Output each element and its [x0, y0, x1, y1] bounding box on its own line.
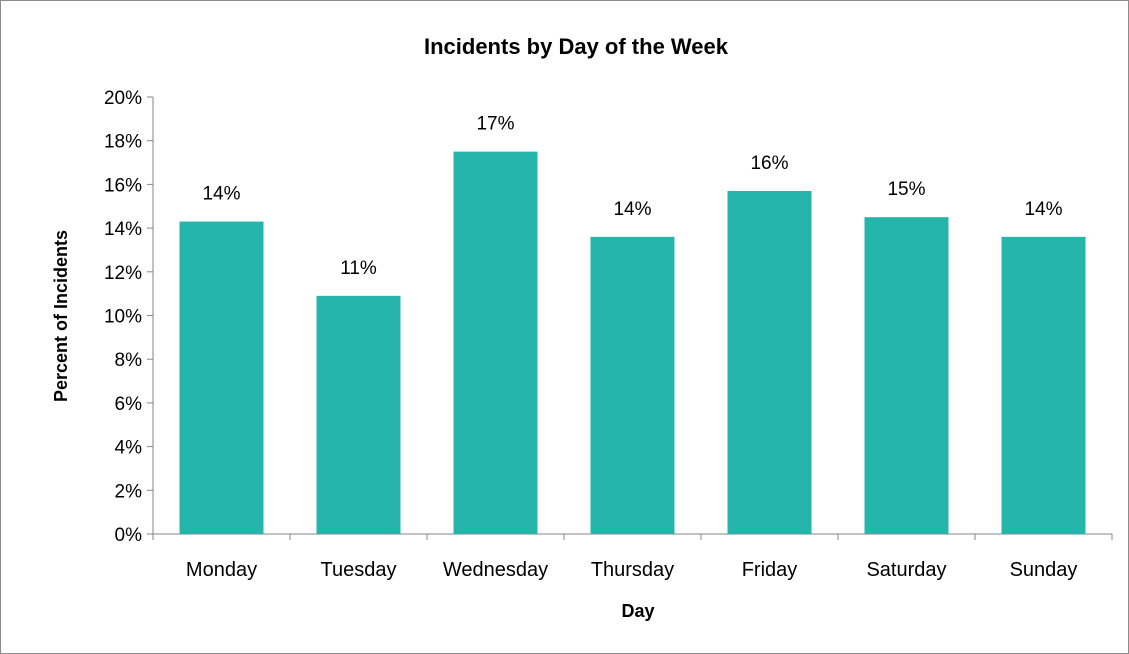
x-tick-label: Monday: [186, 559, 257, 581]
bar-saturday: [864, 217, 949, 535]
y-tick-label: 14%: [104, 219, 142, 240]
data-labels: 14% 11% 17% 14% 16% 15% 14%: [202, 114, 1062, 279]
x-axis: Monday Tuesday Wednesday Thursday Friday Satu…: [152, 533, 1113, 581]
bar-tuesday: [316, 295, 401, 534]
y-axis: 0% 2% 4% 6% 8% 10% 12% 14% 16% 18% 20%: [104, 88, 154, 546]
bars: [179, 151, 1086, 535]
y-tick-label: 4%: [115, 438, 143, 459]
y-tick-label: 2%: [115, 481, 143, 502]
data-label: 14%: [613, 199, 651, 220]
data-label: 16%: [750, 153, 788, 174]
chart-title: Incidents by Day of the Week: [424, 34, 729, 59]
y-tick-label: 0%: [115, 525, 143, 546]
x-tick-label: Friday: [742, 559, 798, 581]
data-label: 14%: [1024, 199, 1062, 220]
data-label: 17%: [476, 114, 514, 135]
y-tick-label: 16%: [104, 175, 142, 196]
x-tick-label: Thursday: [591, 559, 674, 581]
x-tick-label: Tuesday: [321, 559, 397, 581]
x-axis-label: Day: [621, 601, 654, 621]
data-label: 14%: [202, 184, 240, 205]
x-tick-label: Sunday: [1010, 559, 1078, 581]
data-label: 15%: [887, 179, 925, 200]
y-tick-label: 8%: [115, 350, 143, 371]
bar-monday: [179, 221, 264, 535]
bar-friday: [727, 190, 812, 534]
y-tick-label: 12%: [104, 263, 142, 284]
y-tick-label: 20%: [104, 88, 142, 109]
bar-wednesday: [453, 151, 538, 534]
data-label: 11%: [340, 258, 377, 279]
bar-sunday: [1001, 236, 1086, 534]
bar-thursday: [590, 236, 675, 534]
x-tick-label: Saturday: [866, 559, 946, 581]
y-tick-label: 18%: [104, 132, 142, 153]
y-tick-label: 10%: [104, 307, 142, 328]
y-tick-label: 6%: [115, 394, 143, 415]
x-tick-label: Wednesday: [443, 559, 548, 581]
y-axis-label: Percent of Incidents: [51, 230, 71, 402]
